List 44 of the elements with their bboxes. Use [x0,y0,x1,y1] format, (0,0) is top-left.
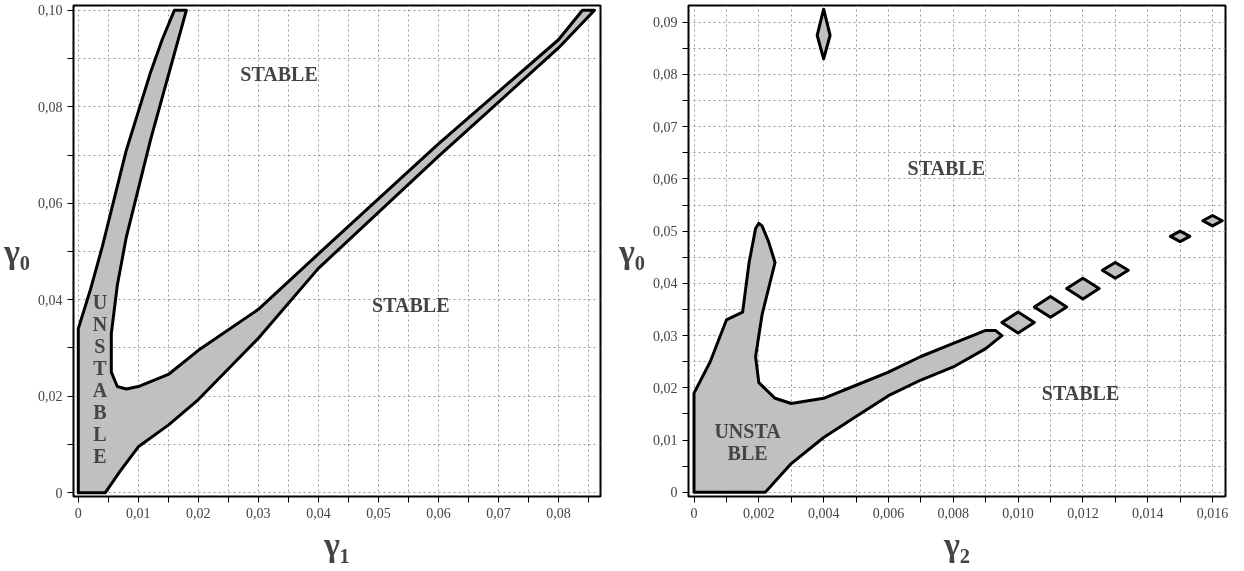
x-tick-label: 0,014 [1131,505,1164,521]
x-tick-label: 0,008 [937,505,970,521]
x-tick-label: 0,08 [546,505,571,521]
y-tick-label: 0,08 [653,67,678,83]
y-tick-label: 0,02 [653,380,678,396]
annotation: STABLE [1041,382,1120,405]
y-tick-label: 0,04 [653,276,678,292]
x-tick-label: 0 [690,505,698,521]
x-tick-label: 0,02 [186,505,211,521]
x-tick-label: 0,004 [807,505,840,521]
x-axis-title: γ₁ [322,525,351,563]
x-tick-label: 0 [74,505,82,521]
y-tick-label: 0,06 [38,196,63,212]
y-tick-label: 0,02 [38,389,63,405]
x-tick-label: 0,006 [872,505,905,521]
y-axis-title: γ₀ [2,232,31,270]
y-tick-label: 0,09 [653,15,678,31]
y-tick-label: 0,01 [653,433,678,449]
annotation: STABLE [240,63,318,86]
x-tick-label: 0,002 [743,505,775,521]
y-tick-label: 0 [55,485,63,501]
annotation: UNSTA BLE [714,420,782,465]
x-tick-label: 0,06 [426,505,451,521]
x-tick-label: 0,05 [366,505,391,521]
x-tick-label: 0,016 [1196,505,1229,521]
y-tick-label: 0,03 [653,328,678,344]
y-tick-label: 0,05 [653,224,678,240]
x-tick-label: 0,04 [306,505,331,521]
x-tick-label: 0,07 [486,505,511,521]
x-tick-label: 0,01 [126,505,151,521]
y-tick-label: 0,10 [38,3,63,19]
x-axis-title: γ₂ [942,525,971,563]
y-tick-label: 0,04 [38,292,63,308]
x-tick-label: 0,03 [246,505,271,521]
annotation: STABLE [907,156,985,179]
y-axis-title: γ₀ [617,232,646,270]
y-tick-label: 0,08 [38,99,63,115]
x-tick-label: 0,012 [1067,505,1099,521]
y-tick-label: 0 [670,485,678,501]
annotation: STABLE [372,294,450,317]
x-tick-label: 0,010 [1002,505,1034,521]
y-tick-label: 0,06 [653,171,678,187]
y-tick-label: 0,07 [653,119,678,135]
annotation: U N S T A B L E [92,290,108,467]
